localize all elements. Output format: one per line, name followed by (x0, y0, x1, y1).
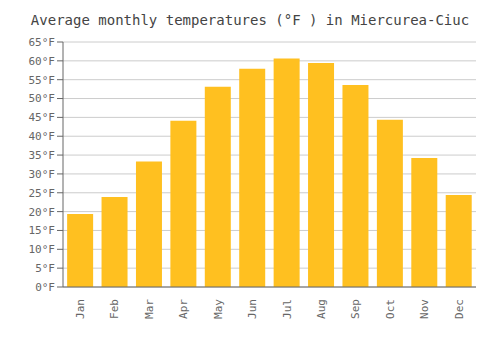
svg-text:Mar: Mar (143, 299, 156, 319)
svg-text:40°F: 40°F (29, 130, 56, 143)
svg-text:Jun: Jun (246, 299, 259, 319)
svg-text:25°F: 25°F (29, 187, 56, 200)
svg-text:Nov: Nov (418, 299, 431, 319)
svg-text:35°F: 35°F (29, 149, 56, 162)
svg-text:Jan: Jan (74, 299, 87, 319)
svg-text:Dec: Dec (453, 299, 466, 319)
html-text:Average monthly temperatures (: Average monthly temperatures (°F ) in Mi… (30, 12, 470, 28)
svg-text:60°F: 60°F (29, 55, 56, 68)
svg-text:0°F: 0°F (35, 281, 55, 294)
svg-text:20°F: 20°F (29, 206, 56, 219)
svg-text:55°F: 55°F (29, 74, 56, 87)
svg-text:45°F: 45°F (29, 111, 56, 124)
svg-text:Sep: Sep (349, 299, 362, 319)
svg-text:May: May (212, 299, 225, 319)
svg-text:Apr: Apr (177, 299, 190, 319)
svg-text:65°F: 65°F (29, 36, 56, 49)
svg-text:Jul: Jul (281, 299, 294, 319)
svg-text:5°F: 5°F (35, 262, 55, 275)
svg-text:30°F: 30°F (29, 168, 56, 181)
svg-text:50°F: 50°F (29, 92, 56, 105)
svg-text:Aug: Aug (315, 299, 328, 319)
svg-text:Feb: Feb (108, 299, 121, 319)
svg-text:15°F: 15°F (29, 224, 56, 237)
svg-text:Oct: Oct (384, 299, 397, 319)
svg-text:10°F: 10°F (29, 243, 56, 256)
